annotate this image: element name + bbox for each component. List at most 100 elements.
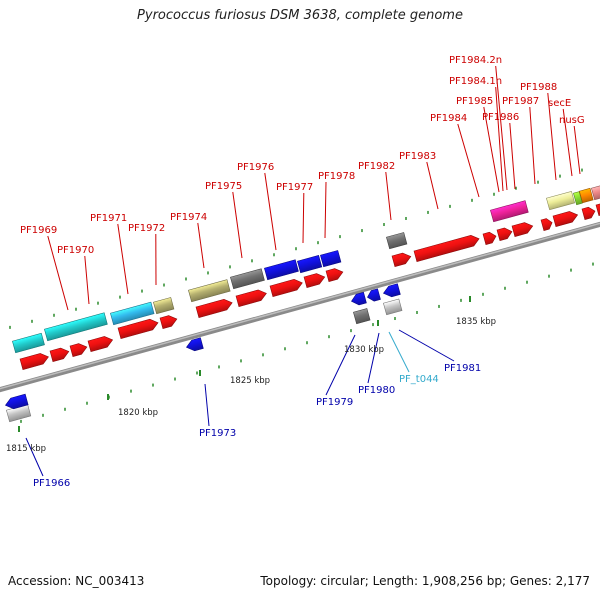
- leader-line: [388, 331, 410, 373]
- cds-arrow-forward: [69, 343, 88, 357]
- feature-box: [579, 187, 594, 204]
- cds-arrow-forward: [413, 235, 480, 262]
- cds-arrow-forward: [511, 222, 534, 237]
- scale-label: 1835 kbp: [456, 317, 496, 327]
- page-title: Pyrococcus furiosus DSM 3638, complete g…: [137, 8, 463, 23]
- gene-label-pf1980: PF1980: [358, 385, 395, 396]
- gene-label-pf1981: PF1981: [444, 363, 481, 374]
- gene-label-pf1977: PF1977: [276, 182, 313, 193]
- scale-labels: 1815 kbp 1820 kbp 1825 kbp 1830 kbp 1835 kbp: [6, 317, 496, 454]
- leader-line: [426, 161, 439, 210]
- leader-line: [25, 437, 44, 477]
- leader-line: [509, 122, 516, 190]
- cds-arrow-forward: [195, 298, 233, 318]
- cds-arrow-forward: [595, 203, 600, 216]
- cds-arrow-forward: [303, 273, 326, 288]
- leader-line: [264, 172, 277, 251]
- gene-label-pf1985: PF1985: [456, 96, 493, 107]
- leader-line: [385, 171, 392, 221]
- gene-label-pf1970: PF1970: [57, 245, 94, 256]
- gene-label-nusg: nusG: [559, 115, 585, 126]
- leader-line: [457, 123, 480, 198]
- cds-arrow-forward: [482, 231, 497, 245]
- genome-backbone-highlight: [0, 222, 600, 390]
- gene-label-pf1984.1n: PF1984.1n: [449, 76, 502, 87]
- feature-box: [383, 298, 403, 316]
- feature-box: [591, 185, 600, 201]
- feature-box: [297, 255, 323, 274]
- leader-line: [117, 223, 129, 295]
- feature-box: [153, 297, 175, 315]
- leader-line: [398, 329, 455, 362]
- leader-line: [573, 125, 581, 175]
- scale-label: 1820 kbp: [118, 408, 158, 418]
- gene-label-pf1978: PF1978: [318, 171, 355, 182]
- gene-label-pf1971: PF1971: [90, 213, 127, 224]
- leader-line: [495, 86, 504, 192]
- gene-label-pf1976: PF1976: [237, 162, 274, 173]
- footer-accession: Accession: NC_003413: [8, 574, 145, 588]
- cds-arrow-reverse: [367, 288, 381, 302]
- gene-label-pf1988: PF1988: [520, 82, 557, 93]
- gene-label-pf1983: PF1983: [399, 151, 436, 162]
- cds-arrow-forward: [496, 227, 513, 241]
- leader-line: [547, 92, 557, 181]
- gene-label-pf1987: PF1987: [502, 96, 539, 107]
- cds-arrow-forward: [117, 318, 159, 339]
- gene-label-pf1972: PF1972: [128, 223, 165, 234]
- gene-label-pf1975: PF1975: [205, 181, 242, 192]
- gene-label-pf1973: PF1973: [199, 428, 236, 439]
- gene-label-sece: secE: [548, 98, 571, 109]
- cds-arrow-reverse: [351, 291, 367, 306]
- gene-label-pf1974: PF1974: [170, 212, 207, 223]
- leader-line: [562, 108, 573, 177]
- leader-line: [84, 255, 90, 305]
- cds-arrow-forward: [391, 252, 412, 267]
- cds-arrow-forward: [49, 347, 70, 362]
- leader-line: [483, 106, 500, 193]
- feature-box: [573, 191, 583, 206]
- gene-label-pf1966: PF1966: [33, 478, 70, 489]
- leader-line: [302, 192, 305, 244]
- gene-label-pf1979: PF1979: [316, 397, 353, 408]
- feature-box: [110, 301, 155, 326]
- scale-label: 1825 kbp: [230, 376, 270, 386]
- gene-label-pf1984.2n: PF1984.2n: [449, 55, 502, 66]
- cds-arrow-forward: [540, 218, 553, 231]
- cds-arrow-forward: [269, 279, 303, 297]
- feature-box: [490, 200, 529, 223]
- cds-arrow-reverse: [4, 393, 29, 410]
- leader-line: [324, 181, 327, 239]
- cds-arrow-reverse: [382, 283, 401, 298]
- label-leader-lines: [25, 65, 581, 477]
- feature-box: [386, 232, 408, 250]
- gene-label-pf1986: PF1986: [482, 112, 519, 123]
- cds-arrow-forward: [325, 268, 344, 282]
- cds-arrow-forward: [19, 353, 49, 370]
- gene-label-pf_t044: PF_t044: [399, 374, 439, 385]
- feature-box: [188, 279, 231, 303]
- cds-arrow-forward: [87, 336, 114, 352]
- feature-box: [44, 312, 108, 342]
- cds-arrow-forward: [581, 206, 596, 220]
- leader-line: [495, 65, 508, 191]
- leader-line: [325, 334, 356, 396]
- cds-arrow-forward: [552, 211, 579, 227]
- leader-line: [367, 332, 380, 384]
- feature-box: [230, 268, 265, 290]
- feature-box: [264, 259, 299, 281]
- scale-label: 1830 kbp: [344, 345, 384, 355]
- leader-line: [529, 106, 536, 185]
- footer-stats: Topology: circular; Length: 1,908,256 bp…: [260, 574, 590, 588]
- leader-line: [197, 222, 205, 269]
- feature-box: [353, 308, 371, 325]
- leader-line: [232, 191, 243, 259]
- gene-label-pf1984: PF1984: [430, 113, 467, 124]
- gene-label-pf1969: PF1969: [20, 225, 57, 236]
- cds-arrows: [4, 203, 600, 410]
- leader-line: [47, 235, 69, 311]
- gene-label-pf1982: PF1982: [358, 161, 395, 172]
- feature-box: [546, 190, 576, 211]
